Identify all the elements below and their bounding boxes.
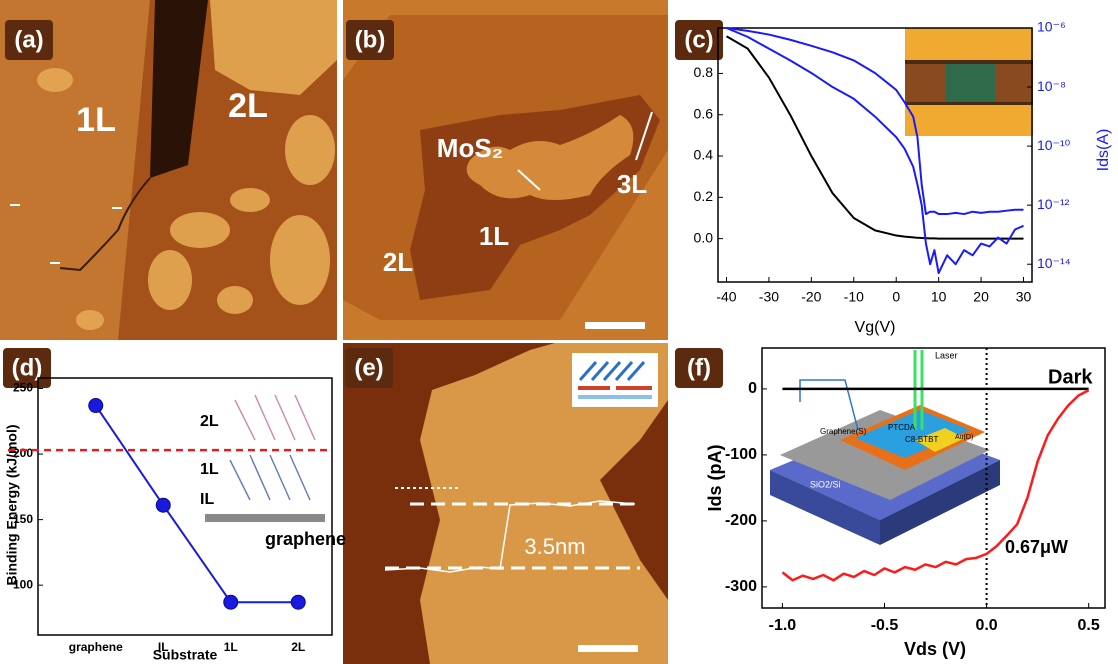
y-tick-label: 0.4	[694, 147, 714, 163]
x-tick-label: 1L	[224, 640, 238, 654]
x-tick-label: -40	[716, 289, 736, 305]
afm-image-e: 3.5nm	[343, 343, 668, 664]
data-point	[291, 595, 305, 609]
x-tick-label: 0	[892, 289, 900, 305]
inset-label: graphene	[265, 529, 346, 549]
x-tick-label: -0.5	[871, 617, 899, 634]
y2-tick-label: 10⁻¹²	[1037, 196, 1070, 212]
x-tick-label: -20	[801, 289, 821, 305]
x-tick-label: 10	[931, 289, 947, 305]
material-label: MoS₂	[437, 133, 503, 163]
layer-label: 1L	[479, 221, 509, 251]
x-tick-label: graphene	[69, 640, 123, 654]
y-tick-label: -100	[725, 446, 757, 463]
layer-label: 2L	[383, 247, 413, 277]
panel-label: (e)	[354, 354, 383, 381]
y-tick-label: -300	[725, 578, 757, 595]
x-tick-label: -1.0	[769, 617, 797, 634]
y2-tick-label: 10⁻⁸	[1037, 78, 1066, 94]
inset-label: Graphene(S)	[820, 427, 867, 436]
figure: 1L 2L MoS₂ 3L 1L 2L 3.5nm	[0, 0, 1118, 664]
inset-label: IL	[200, 491, 214, 508]
inset-label: 2L	[200, 413, 219, 430]
inset-label: C8-BTBT	[905, 435, 938, 444]
layer-label: 2L	[228, 87, 268, 125]
y-tick-label: 250	[13, 381, 33, 395]
step-height-label: 3.5nm	[524, 534, 585, 559]
x-tick-label: 30	[1016, 289, 1032, 305]
y-tick-label: 0.6	[694, 105, 714, 121]
series-label: Dark	[1048, 366, 1093, 388]
y-tick-label: 0	[748, 380, 757, 397]
inset-label: 1L	[200, 461, 219, 478]
series-label: 0.67μW	[1005, 537, 1068, 557]
panel-label: (a)	[14, 26, 43, 53]
data-point	[156, 498, 170, 512]
inset-label: Au(D)	[955, 434, 973, 441]
x-tick-label: 0.0	[975, 617, 997, 634]
layer-label: 3L	[617, 169, 647, 199]
inset-label: SiO2/Si	[810, 479, 841, 489]
y2-axis-label: Ids(A)	[1095, 129, 1112, 172]
x-tick-label: 0.5	[1078, 617, 1100, 634]
data-point	[89, 399, 103, 413]
panel-label: (f)	[687, 354, 711, 381]
y-axis-label: Binding Energy (kJ/mol)	[4, 424, 20, 585]
y2-tick-label: 10⁻⁶	[1037, 19, 1066, 35]
x-tick-label: -30	[759, 289, 779, 305]
x-tick-label: 2L	[291, 640, 305, 654]
y2-tick-label: 10⁻¹⁰	[1037, 137, 1071, 153]
x-axis-label: Vg(V)	[855, 319, 896, 336]
x-axis-label: Vds (V)	[904, 639, 966, 659]
y-axis-label: Ids (pA)	[705, 445, 725, 512]
x-tick-label: -10	[844, 289, 864, 305]
layer-label: 1L	[76, 101, 116, 139]
inset-label: Laser	[935, 350, 958, 360]
y-tick-label: -200	[725, 512, 757, 529]
x-axis-label: Substrate	[153, 647, 218, 663]
y-tick-label: 0.2	[694, 188, 714, 204]
device-photo-inset	[905, 28, 1033, 136]
y-tick-label: 0.0	[694, 229, 714, 245]
y-tick-label: 0.8	[694, 64, 714, 80]
y2-tick-label: 10⁻¹⁴	[1037, 255, 1071, 271]
x-tick-label: 20	[973, 289, 989, 305]
panel-label: (c)	[684, 26, 713, 53]
inset-label: PTCDA	[888, 423, 916, 432]
data-point	[224, 595, 238, 609]
panel-label: (b)	[355, 26, 386, 53]
